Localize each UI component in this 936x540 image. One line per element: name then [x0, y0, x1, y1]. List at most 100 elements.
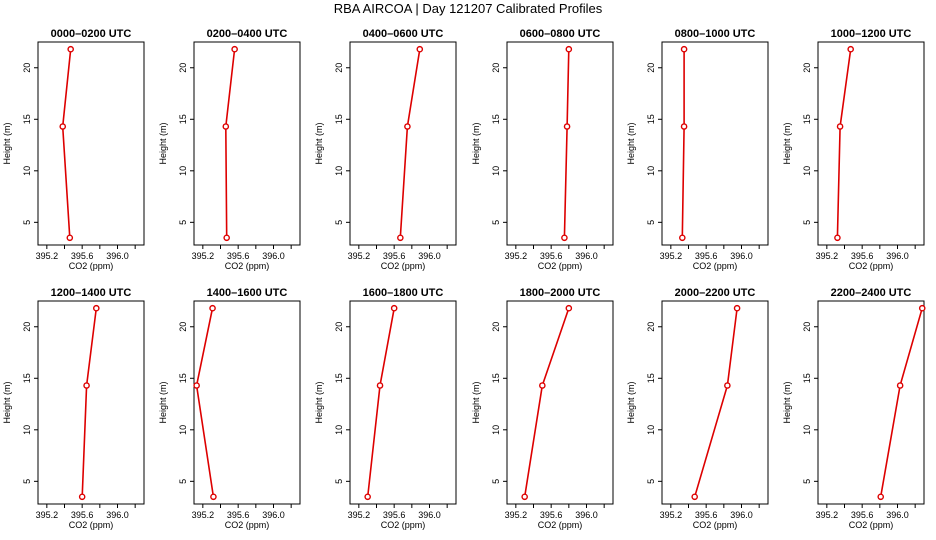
panel-8-series-line-0 [195, 308, 215, 497]
panel-10-x-tick-label-0: 395.2 [505, 510, 528, 520]
panel-5-x-tick-label-2: 396.0 [730, 251, 753, 261]
panel-10-y-tick-label-3: 20 [491, 322, 501, 332]
panel-9-x-tick-label-0: 395.2 [348, 510, 371, 520]
panel-11-x-tick-label-1: 395.6 [695, 510, 718, 520]
panel-4-y-tick-label-2: 15 [491, 114, 501, 124]
panel-9-x-tick-label-2: 396.0 [418, 510, 441, 520]
panel-12-x-axis-label: CO2 (ppm) [849, 520, 894, 530]
panel-3-y-tick-label-1: 10 [334, 166, 344, 176]
panel-1-data-point-1 [59, 123, 67, 130]
panel-9-data-point-0 [364, 493, 371, 501]
panel-10-data-point-1 [539, 382, 546, 389]
panel-3-y-tick-label-3: 20 [334, 63, 344, 73]
panel-11-x-tick-label-2: 396.0 [730, 510, 753, 520]
panel-10-x-axis-label: CO2 (ppm) [538, 520, 583, 530]
panel-10-title: 1800–2000 UTC [520, 287, 601, 299]
panel-2-data-point-0 [223, 234, 230, 242]
panel-4-title: 0600–0800 UTC [520, 28, 601, 40]
panel-7-y-tick-label-1: 10 [22, 425, 32, 435]
panel-12-x-tick-label-2: 396.0 [886, 510, 909, 520]
panel-12-frame [817, 300, 925, 505]
panel-7-x-tick-label-0: 395.2 [36, 510, 59, 520]
panel-8-frame [193, 300, 301, 505]
panel-9-frame [349, 300, 457, 505]
panel-10-y-tick-label-2: 15 [491, 373, 501, 383]
panel-1-data-point-0 [66, 234, 74, 242]
panel-1-x-tick-label-0: 395.2 [36, 251, 59, 261]
panel-5-frame [661, 41, 769, 246]
panel-4-y-tick-label-0: 5 [491, 220, 501, 225]
panel-5-data-point-2 [680, 45, 688, 53]
panel-9-title: 1600–1800 UTC [363, 287, 444, 299]
panel-11-data-point-2 [733, 304, 741, 312]
panel-5-x-tick-label-0: 395.2 [660, 251, 683, 261]
panel-11-x-axis-label: CO2 (ppm) [693, 520, 738, 530]
panel-3-y-axis-label: Height (m) [314, 122, 324, 164]
panel-7-x-tick-label-1: 395.6 [71, 510, 94, 520]
panel-5-series-line-0 [681, 49, 685, 238]
figure-title: RBA AIRCOA | Day 121207 Calibrated Profi… [333, 1, 603, 16]
panel-12-data-point-1 [896, 382, 904, 389]
panel-1-data-point-2 [67, 45, 74, 53]
panel-6-y-tick-label-3: 20 [802, 63, 812, 73]
panel-4-x-tick-label-1: 395.6 [540, 251, 563, 261]
panel-2-title: 0200–0400 UTC [207, 28, 288, 40]
panel-9-y-axis-label: Height (m) [314, 381, 324, 423]
panel-3-data-point-1 [404, 123, 411, 130]
panel-8-title: 1400–1600 UTC [207, 287, 288, 299]
panel-2-x-tick-label-0: 395.2 [192, 251, 215, 261]
panel-9-series-line-0 [366, 308, 395, 497]
panel-11-y-axis-label: Height (m) [626, 381, 636, 423]
panel-12-y-tick-label-0: 5 [802, 479, 812, 484]
panel-6-data-point-2 [847, 45, 854, 53]
panel-3-x-axis-label: CO2 (ppm) [381, 261, 426, 271]
panel-3-y-tick-label-2: 15 [334, 114, 344, 124]
panel-12-y-tick-label-2: 15 [802, 373, 812, 383]
panel-5-title: 0800–1000 UTC [675, 28, 756, 40]
panel-3-x-tick-label-1: 395.6 [383, 251, 406, 261]
panel-4-x-axis-label: CO2 (ppm) [538, 261, 583, 271]
panel-5-data-point-0 [679, 234, 686, 242]
panel-8-data-point-0 [210, 493, 217, 501]
panel-7-data-point-1 [83, 382, 90, 389]
panel-1-y-tick-label-0: 5 [22, 220, 32, 225]
panel-11-data-point-0 [691, 493, 698, 501]
panel-10-x-tick-label-1: 395.6 [540, 510, 563, 520]
panel-4-data-point-1 [563, 123, 571, 130]
panel-12-x-tick-label-0: 395.2 [816, 510, 839, 520]
panel-3-series-line-0 [399, 49, 421, 238]
panel-12-x-tick-label-1: 395.6 [851, 510, 874, 520]
panel-7-x-axis-label: CO2 (ppm) [69, 520, 114, 530]
panel-8-x-tick-label-0: 395.2 [192, 510, 215, 520]
panel-5-data-point-1 [680, 123, 688, 130]
panel-10-data-point-2 [565, 304, 573, 312]
panel-10-series-line-0 [523, 307, 570, 497]
panel-5-x-tick-label-1: 395.6 [695, 251, 718, 261]
panel-11-y-tick-label-3: 20 [646, 322, 656, 332]
panel-9-x-axis-label: CO2 (ppm) [381, 520, 426, 530]
panel-5-y-tick-label-2: 15 [646, 114, 656, 124]
panel-5-y-tick-label-0: 5 [646, 220, 656, 225]
panel-6-frame [817, 41, 925, 246]
panel-12-y-tick-label-1: 10 [802, 425, 812, 435]
panel-12-data-point-0 [877, 493, 885, 501]
panel-2-y-tick-label-0: 5 [178, 220, 188, 225]
panel-6-x-tick-label-1: 395.6 [851, 251, 874, 261]
panel-6-x-tick-label-0: 395.2 [816, 251, 839, 261]
panel-10-frame [506, 300, 614, 505]
panel-7-data-point-0 [78, 493, 86, 501]
panel-4-y-axis-label: Height (m) [471, 122, 481, 164]
panel-6-data-point-1 [836, 123, 844, 130]
panel-7-y-axis-label: Height (m) [2, 381, 12, 423]
panel-7-data-point-2 [93, 304, 100, 312]
panel-10-y-tick-label-0: 5 [491, 479, 501, 484]
panel-8-data-point-1 [193, 382, 200, 389]
panel-11-frame [661, 300, 769, 505]
panel-2-x-axis-label: CO2 (ppm) [225, 261, 270, 271]
panel-8-x-axis-label: CO2 (ppm) [225, 520, 270, 530]
panel-11-title: 2000–2200 UTC [675, 287, 756, 299]
panel-9-x-tick-label-1: 395.6 [383, 510, 406, 520]
panel-7-frame [37, 300, 145, 505]
panel-4-data-point-2 [565, 45, 573, 53]
panel-8-y-tick-label-0: 5 [178, 479, 188, 484]
